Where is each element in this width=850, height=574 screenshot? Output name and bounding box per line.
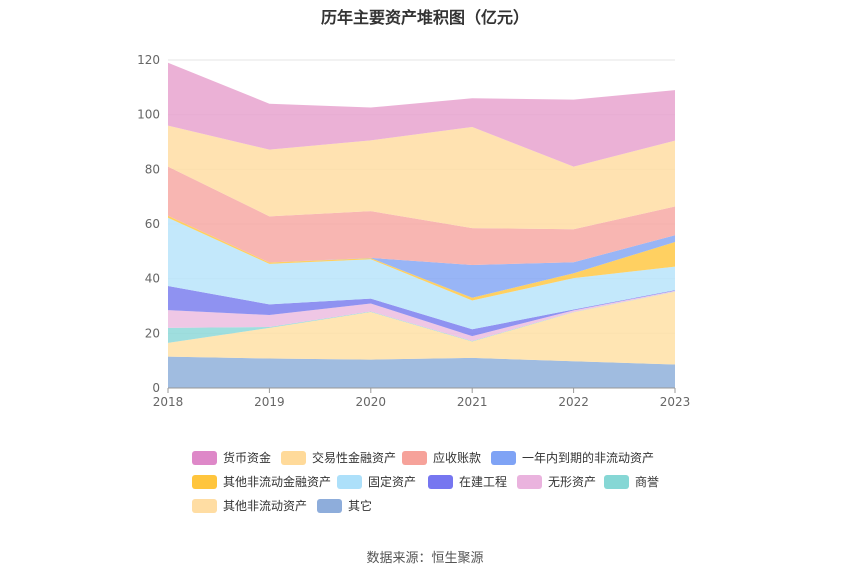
y-tick-label: 40 (145, 272, 160, 286)
legend-swatch (402, 450, 427, 465)
y-tick-label: 0 (152, 381, 160, 395)
legend-swatch (428, 474, 453, 489)
legend-swatch (192, 450, 217, 465)
legend-label: 商誉 (635, 475, 660, 489)
axes: 0 20 40 60 80 100 120 2018 2019 2020 2021 2022 2023 (137, 53, 690, 409)
x-tick-label: 2018 (153, 395, 184, 409)
legend-swatch (281, 450, 306, 465)
legend-item[interactable]: 一年内到期的非流动资产 (491, 449, 654, 466)
legend-label: 在建工程 (459, 475, 508, 489)
legend-label: 其它 (348, 499, 373, 513)
legend-label: 应收账款 (433, 451, 482, 465)
area-series-1 (168, 356, 675, 388)
data-source-note: 数据来源：恒生聚源 (366, 551, 484, 566)
legend-item[interactable]: 无形资产 (517, 473, 596, 490)
legend-item[interactable]: 其他非流动金融资产 (192, 473, 331, 490)
area-series-6 (168, 217, 675, 330)
legend-item[interactable]: 货币资金 (192, 449, 271, 466)
y-tick-label: 20 (145, 326, 160, 340)
legend-swatch (604, 474, 629, 489)
x-tick-label: 2022 (558, 395, 589, 409)
legend-label: 交易性金融资产 (312, 451, 397, 465)
legend-item[interactable]: 商誉 (604, 473, 659, 490)
legend-label: 无形资产 (548, 475, 597, 489)
chart-title: 历年主要资产堆积图（亿元） (320, 8, 529, 27)
area-series-4 (168, 290, 675, 341)
area-series-5 (168, 286, 675, 337)
area-series-2 (168, 291, 675, 365)
legend-swatch (517, 474, 542, 489)
x-tick-label: 2023 (660, 395, 691, 409)
legend-label: 其他非流动金融资产 (223, 475, 332, 489)
x-tick-label: 2019 (254, 395, 285, 409)
legend-label: 一年内到期的非流动资产 (522, 451, 655, 465)
legend-swatch (192, 474, 217, 489)
y-tick-label: 60 (145, 217, 160, 231)
legend-label: 固定资产 (368, 475, 417, 489)
area-series-10 (168, 125, 675, 230)
legend-item[interactable]: 在建工程 (428, 473, 507, 490)
y-tick-label: 80 (145, 162, 160, 176)
area-series-11 (168, 62, 675, 167)
x-tick-label: 2020 (356, 395, 387, 409)
legend-swatch (192, 498, 217, 513)
legend-item[interactable]: 应收账款 (402, 449, 481, 466)
legend-item[interactable]: 交易性金融资产 (281, 449, 396, 466)
stacked-area-chart: 0 20 40 60 80 100 120 2018 2019 2020 2021 2022 2023 (137, 53, 690, 409)
legend-label: 其他非流动资产 (223, 499, 308, 513)
legend-label: 货币资金 (223, 451, 272, 465)
area-series-9 (168, 166, 675, 265)
legend-swatch (491, 450, 516, 465)
area-series-layer (168, 62, 675, 388)
area-series-8 (168, 215, 675, 298)
legend-swatch (337, 474, 362, 489)
legend-swatch (317, 498, 342, 513)
legend-item[interactable]: 其它 (317, 497, 372, 514)
y-tick-label: 100 (137, 108, 160, 122)
legend-item[interactable]: 其他非流动资产 (192, 497, 307, 514)
y-tick-label: 120 (137, 53, 160, 67)
x-tick-label: 2021 (457, 395, 488, 409)
legend-item[interactable]: 固定资产 (337, 473, 416, 490)
